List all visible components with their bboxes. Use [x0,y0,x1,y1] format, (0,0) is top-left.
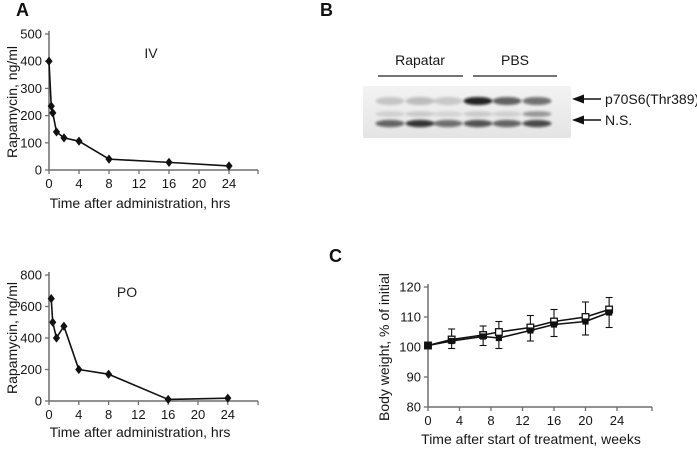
svg-text:0: 0 [45,176,52,191]
svg-text:4: 4 [456,413,463,428]
iv-y-axis-title: Rapamycin, ng/ml [4,45,20,159]
svg-text:600: 600 [20,299,42,314]
svg-text:200: 200 [20,108,42,123]
body-weight-chart: 80 90 100 110 120 0 4 8 12 16 20 24 [399,280,653,428]
svg-text:12: 12 [515,413,529,428]
po-annotation: PO [116,284,138,300]
svg-text:8: 8 [487,413,494,428]
svg-text:16: 16 [161,407,175,422]
panel-a-label: A [16,0,29,20]
svg-text:500: 500 [20,27,42,42]
svg-text:20: 20 [191,407,205,422]
svg-text:24: 24 [222,176,236,191]
svg-text:800: 800 [20,268,42,283]
svg-text:0: 0 [424,413,431,428]
bw-x-axis-title: Time after start of treatment, weeks [421,431,641,447]
svg-text:0: 0 [35,163,42,178]
svg-text:110: 110 [400,310,421,325]
iv-x-axis-title: Time after administration, hrs [49,195,231,211]
svg-text:20: 20 [578,413,592,428]
svg-text:12: 12 [132,176,146,191]
svg-text:100: 100 [399,340,421,355]
svg-text:300: 300 [20,81,42,96]
svg-text:0: 0 [35,394,42,409]
svg-text:400: 400 [20,54,42,69]
svg-text:400: 400 [20,331,42,346]
blot-band-label-p70s6: p70S6(Thr389) [605,91,697,107]
svg-text:16: 16 [162,176,176,191]
svg-text:8: 8 [105,176,112,191]
panel-c-label: C [329,246,342,266]
blot-group-label-pbs: PBS [500,52,529,68]
svg-text:90: 90 [407,370,421,385]
svg-text:20: 20 [192,176,206,191]
svg-text:4: 4 [75,407,82,422]
svg-text:0: 0 [45,407,52,422]
western-blot-image [363,75,601,138]
iv-annotation: IV [144,45,158,61]
iv-concentration-chart: 0 100 200 300 400 500 0 4 8 12 16 20 24 [20,27,259,191]
svg-text:16: 16 [547,413,561,428]
svg-text:100: 100 [20,135,42,150]
svg-text:200: 200 [20,362,42,377]
svg-text:24: 24 [221,407,235,422]
svg-text:8: 8 [105,407,112,422]
svg-text:12: 12 [131,407,145,422]
panel-b-label: B [320,0,333,20]
blot-group-label-rapatar: Rapatar [395,52,445,68]
po-x-axis-title: Time after administration, hrs [49,424,231,440]
svg-text:4: 4 [75,176,82,191]
po-concentration-chart: 0 200 400 600 800 0 4 8 12 16 20 24 [20,268,259,422]
po-y-axis-title: Rapamycin, ng/ml [4,281,20,395]
svg-text:120: 120 [399,280,421,295]
blot-band-label-ns: N.S. [605,112,633,128]
bw-y-axis-title: Body weight, % of initial [376,273,392,421]
svg-text:80: 80 [407,400,421,415]
svg-text:24: 24 [610,413,624,428]
